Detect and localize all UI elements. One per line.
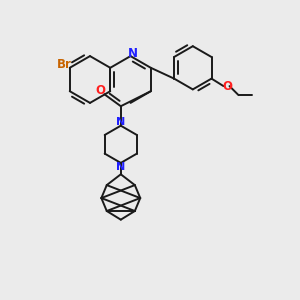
- Text: O: O: [222, 80, 233, 93]
- Text: Br: Br: [57, 58, 72, 71]
- Text: N: N: [128, 47, 138, 60]
- Text: O: O: [96, 84, 106, 97]
- Text: N: N: [116, 161, 125, 172]
- Text: N: N: [116, 117, 125, 127]
